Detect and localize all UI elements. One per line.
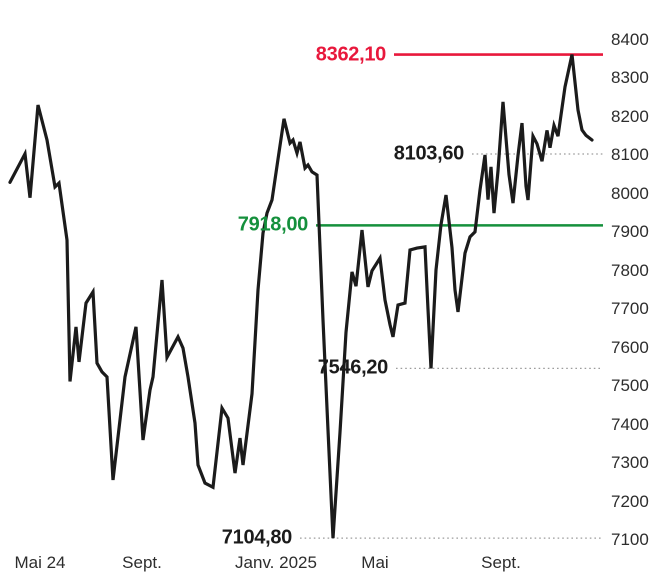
price-line-index-price xyxy=(8,54,594,539)
y-axis-tick-label: 8400 xyxy=(611,30,649,49)
annotation-label-high: 8362,10 xyxy=(315,43,387,66)
y-axis-tick-label: 7100 xyxy=(611,530,649,549)
y-axis-tick-label: 7400 xyxy=(611,414,649,434)
y-axis-tick-label: 8000 xyxy=(611,183,649,203)
x-axis-tick-label: Mai xyxy=(361,553,389,572)
x-axis-tick-label: Janv. 2025 xyxy=(235,553,317,572)
annotation-label-level-mid: 7546,20 xyxy=(317,356,389,379)
y-axis-tick-label: 7800 xyxy=(611,260,649,280)
x-axis-tick-label: Sept. xyxy=(481,553,521,572)
y-axis-tick-label: 8300 xyxy=(611,68,649,88)
y-axis-tick-label: 7700 xyxy=(611,299,649,319)
annotation-label-low: 7104,80 xyxy=(221,526,293,549)
x-axis-tick-label: Sept. xyxy=(122,553,162,572)
y-axis-tick-label: 7900 xyxy=(611,222,649,242)
y-axis-tick-label: 7200 xyxy=(611,491,649,511)
y-axis-tick-label: 8200 xyxy=(611,106,649,126)
y-axis-tick-label: 7600 xyxy=(611,337,649,357)
annotation-label-last: 8103,60 xyxy=(393,142,465,165)
y-axis-tick-label: 7500 xyxy=(611,376,649,396)
y-axis-tick-label: 8100 xyxy=(611,145,649,165)
y-axis-tick-label: 7300 xyxy=(611,453,649,473)
x-axis-tick-label: Mai 24 xyxy=(14,553,66,572)
annotation-label-reference: 7918,00 xyxy=(237,213,309,236)
